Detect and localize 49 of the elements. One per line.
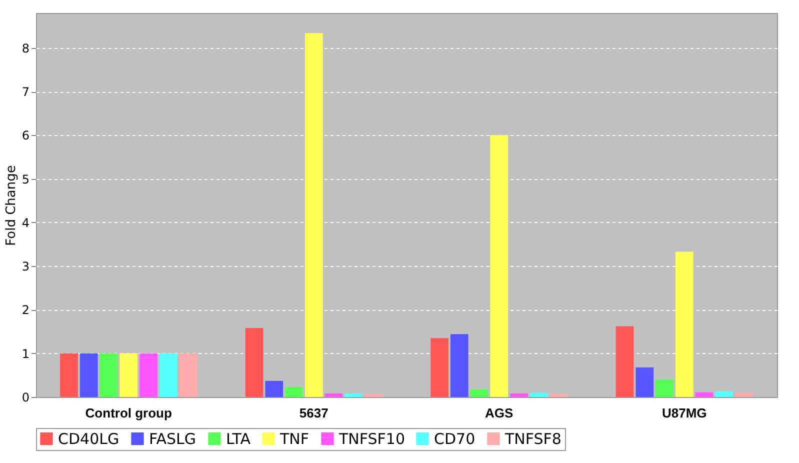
y-tick-label: 0 <box>22 390 30 404</box>
bar <box>616 326 634 397</box>
bar <box>364 394 382 397</box>
bar <box>530 392 548 397</box>
y-tick-label: 6 <box>22 128 30 143</box>
bar <box>450 334 468 397</box>
bar <box>656 380 674 397</box>
y-tick-label: 1 <box>22 346 30 361</box>
bar <box>470 389 488 397</box>
x-tick-label: U87MG <box>662 406 707 420</box>
y-tick-label: 7 <box>22 85 30 100</box>
y-tick-label: 2 <box>22 303 30 318</box>
legend-label: FASLG <box>149 430 196 448</box>
bar <box>245 328 264 397</box>
bar <box>159 353 178 397</box>
bar <box>179 353 198 397</box>
legend-label: LTA <box>226 430 252 448</box>
bar <box>324 394 343 397</box>
bar <box>285 386 303 397</box>
y-tick-label: 5 <box>22 172 30 186</box>
bar <box>80 353 98 397</box>
bar <box>60 353 78 397</box>
bar <box>430 338 448 397</box>
bar <box>100 353 118 397</box>
bar <box>695 392 714 397</box>
bar <box>510 394 528 397</box>
y-tick-label: 3 <box>22 260 30 274</box>
y-tick-label: 8 <box>22 41 30 56</box>
bar <box>636 367 654 397</box>
y-tick-label: 4 <box>22 216 30 230</box>
bar <box>344 394 363 397</box>
bar <box>735 392 753 397</box>
bar <box>120 353 138 397</box>
y-axis-title: Fold Change <box>4 165 19 246</box>
bar <box>265 380 284 397</box>
bar <box>490 135 508 397</box>
bar <box>304 33 323 397</box>
bar <box>715 391 734 397</box>
bar <box>550 394 568 397</box>
legend-label: TNF <box>279 430 310 448</box>
bar <box>675 252 694 397</box>
bar <box>140 353 158 397</box>
legend-label: TNFSF10 <box>338 430 405 448</box>
legend-label: TNFSF8 <box>504 430 562 448</box>
x-tick-label: AGS <box>485 406 514 420</box>
x-tick-label: Control group <box>85 406 172 420</box>
legend-label: CD40LG <box>58 430 120 448</box>
legend-label: CD70 <box>434 430 476 448</box>
x-tick-label: 5637 <box>299 406 328 420</box>
